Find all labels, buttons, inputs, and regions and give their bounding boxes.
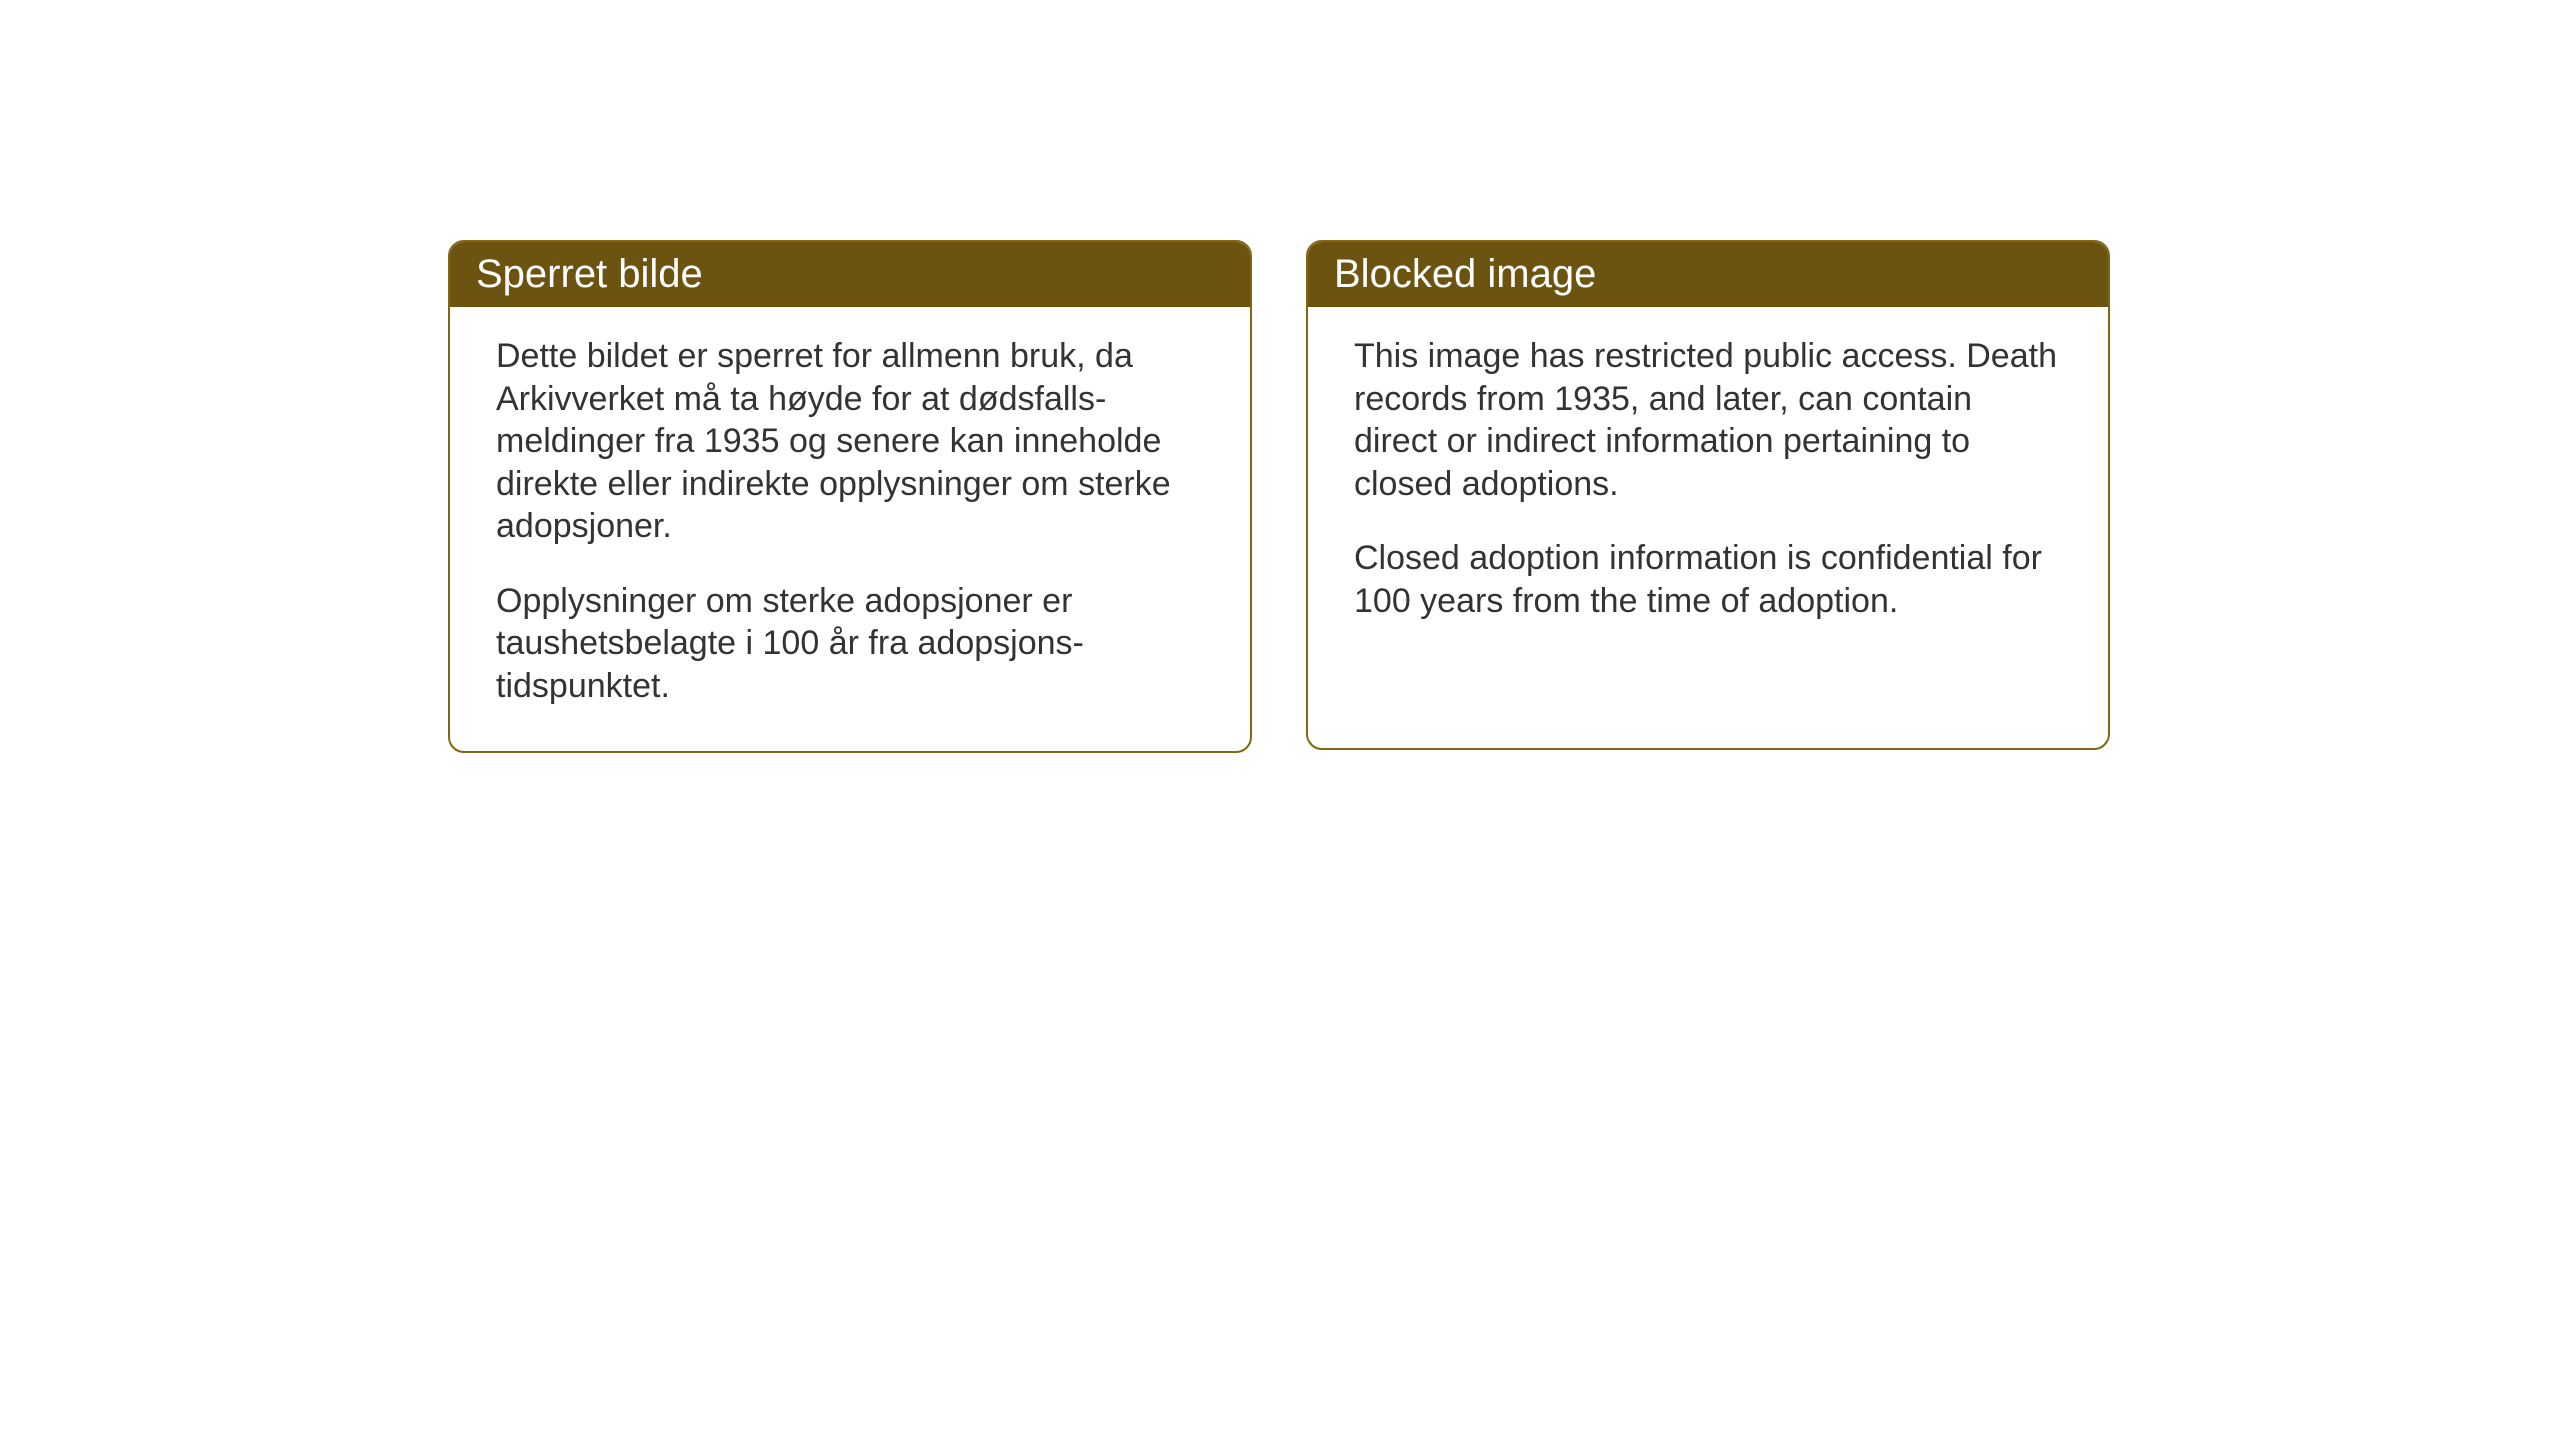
card-header: Blocked image <box>1308 242 2108 307</box>
card-body: This image has restricted public access.… <box>1308 307 2108 666</box>
card-title: Sperret bilde <box>476 252 703 296</box>
notice-card-norwegian: Sperret bilde Dette bildet er sperret fo… <box>448 240 1252 753</box>
card-paragraph-1: Dette bildet er sperret for allmenn bruk… <box>496 335 1204 548</box>
notice-cards-container: Sperret bilde Dette bildet er sperret fo… <box>448 240 2110 753</box>
card-title: Blocked image <box>1334 252 1596 296</box>
card-body: Dette bildet er sperret for allmenn bruk… <box>450 307 1250 751</box>
card-header: Sperret bilde <box>450 242 1250 307</box>
card-paragraph-1: This image has restricted public access.… <box>1354 335 2062 505</box>
card-paragraph-2: Closed adoption information is confident… <box>1354 537 2062 622</box>
notice-card-english: Blocked image This image has restricted … <box>1306 240 2110 750</box>
card-paragraph-2: Opplysninger om sterke adopsjoner er tau… <box>496 580 1204 708</box>
